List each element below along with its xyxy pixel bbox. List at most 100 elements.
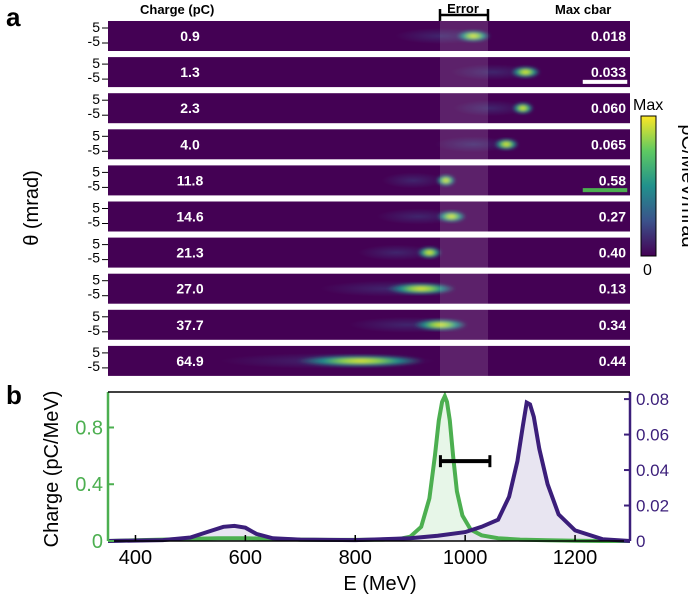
left-tick-label: 0	[92, 531, 103, 553]
strip-tick-bottom: -5	[88, 177, 101, 193]
strip-tick-bottom: -5	[88, 358, 101, 374]
strip-bg	[108, 165, 630, 196]
strip-tick-top: 5	[92, 55, 100, 71]
max-cbar-value: 0.27	[599, 209, 626, 225]
strip-bg	[108, 93, 630, 124]
charge-header: Charge (pC)	[140, 2, 214, 17]
max-cbar-value: 0.033	[591, 64, 626, 80]
strip-tick-bottom: -5	[88, 33, 101, 49]
strip-haze	[376, 208, 461, 225]
x-tick-label: 400	[119, 547, 152, 569]
charge-value: 14.6	[176, 209, 203, 225]
max-cbar-header: Max cbar	[555, 2, 611, 17]
max-cbar-value: 0.065	[591, 136, 626, 152]
strip-tick-top: 5	[92, 200, 100, 216]
purple-spectrum-area	[108, 402, 630, 541]
strip-bg	[108, 201, 630, 232]
beam-spot	[296, 354, 426, 367]
strip-tick-bottom: -5	[88, 322, 101, 338]
strip-haze	[434, 136, 512, 153]
charge-value: 21.3	[176, 245, 203, 261]
x-tick-label: 1000	[443, 547, 488, 569]
strip-tick-bottom: -5	[88, 105, 101, 121]
strip-tick-bottom: -5	[88, 250, 101, 266]
charge-value: 1.3	[180, 64, 200, 80]
panel-b-label: b	[6, 380, 22, 410]
spectrum-plot: 400 600 800 1000 1200 0 0.4 0.8 0 0.02 0.04 0.06 0.0…	[75, 390, 669, 569]
strip-haze	[358, 244, 435, 261]
right-tick-label: 0.08	[636, 390, 669, 409]
beam-spot	[435, 174, 456, 187]
colorbar: Max 0 pC/MeV/mrad	[633, 97, 688, 279]
colorbar-bar	[640, 115, 657, 257]
purple-spectrum-line	[107, 399, 631, 543]
charge-value: 2.3	[180, 100, 200, 116]
beam-spot	[436, 210, 467, 223]
strip-tick-top: 5	[92, 236, 100, 252]
left-tick-label: 0.4	[75, 474, 103, 496]
strip-tick-top: 5	[92, 344, 100, 360]
theta-axis-label: θ (mrad)	[21, 170, 43, 246]
colorbar-min-label: 0	[643, 262, 652, 279]
beam-spot	[494, 138, 519, 151]
beam-spot	[456, 30, 491, 42]
beam-spot	[386, 282, 456, 295]
strip-tick-bottom: -5	[88, 69, 101, 85]
error-header-bracket	[438, 9, 490, 21]
max-cbar-value: 0.018	[591, 28, 626, 44]
charge-value: 37.7	[176, 317, 203, 333]
beam-spot	[413, 318, 468, 331]
error-band	[440, 20, 488, 382]
left-tick-label: 0.8	[75, 417, 103, 439]
max-cbar-value: 0.060	[591, 100, 626, 116]
green-spectrum-line	[107, 391, 630, 543]
charge-value: 27.0	[176, 281, 203, 297]
strip-haze	[450, 64, 535, 81]
panel-a-label: a	[6, 2, 21, 32]
max-cbar-value: 0.34	[599, 317, 626, 333]
strip-haze	[381, 172, 445, 189]
charge-axis-label: Charge (pC/MeV)	[41, 391, 63, 548]
strip-tick-top: 5	[92, 163, 100, 179]
beam-spot	[511, 102, 534, 115]
charge-value: 4.0	[180, 136, 200, 152]
strip-tick-top: 5	[92, 308, 100, 324]
x-tick-label: 600	[229, 547, 262, 569]
x-tick-label: 1200	[553, 547, 598, 569]
max-cbar-underline	[582, 188, 628, 193]
error-header: Error	[447, 1, 479, 16]
strip-bg	[108, 57, 630, 88]
strip-bg	[108, 129, 630, 160]
strip-bg	[108, 21, 630, 51]
strip-tick-top: 5	[92, 91, 100, 107]
beam-spot	[417, 246, 442, 259]
colorbar-max-label: Max	[633, 97, 663, 114]
strip-haze	[453, 100, 527, 117]
max-cbar-underline	[582, 79, 628, 84]
right-tick-label: 0.04	[636, 461, 669, 480]
right-tick-label: 0	[636, 532, 645, 551]
colorbar-units-label: pC/MeV/mrad	[677, 124, 688, 247]
x-tick-label: 800	[339, 547, 372, 569]
charge-value: 64.9	[176, 353, 203, 369]
charge-value: 0.9	[180, 28, 200, 44]
strip-tick-bottom: -5	[88, 286, 101, 302]
strip-tick-top: 5	[92, 272, 100, 288]
energy-axis-label: E (MeV)	[343, 573, 416, 595]
energy-error-bar	[438, 455, 492, 468]
right-tick-label: 0.02	[636, 497, 669, 516]
strip-tick-top: 5	[92, 127, 100, 143]
strip-tick-top: 5	[92, 19, 100, 35]
max-cbar-value: 0.44	[599, 353, 626, 369]
strip-tick-bottom: -5	[88, 141, 101, 157]
max-cbar-value: 0.58	[599, 172, 626, 188]
charge-value: 11.8	[177, 172, 204, 188]
right-tick-label: 0.06	[636, 426, 669, 445]
max-cbar-value: 0.40	[599, 245, 626, 261]
max-cbar-value: 0.13	[599, 281, 626, 297]
beam-spot	[510, 66, 541, 79]
strip-tick-bottom: -5	[88, 214, 101, 230]
spectrum-axes: 400 600 800 1000 1200 0 0.4 0.8 0 0.02 0.04 0.06 0.0…	[75, 390, 669, 569]
